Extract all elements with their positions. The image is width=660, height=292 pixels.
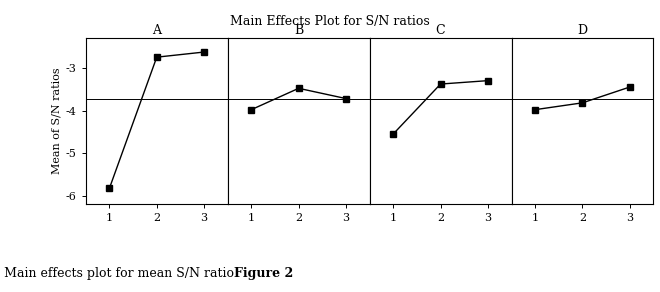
Title: A: A	[152, 24, 161, 37]
Title: C: C	[436, 24, 446, 37]
Title: D: D	[578, 24, 587, 37]
Text: : Main effects plot for mean S/N ratio: : Main effects plot for mean S/N ratio	[0, 267, 234, 280]
Y-axis label: Mean of S/N ratios: Mean of S/N ratios	[51, 68, 62, 175]
Title: B: B	[294, 24, 304, 37]
Text: Figure 2: Figure 2	[234, 267, 294, 280]
Text: Main Effects Plot for S/N ratios: Main Effects Plot for S/N ratios	[230, 15, 430, 28]
